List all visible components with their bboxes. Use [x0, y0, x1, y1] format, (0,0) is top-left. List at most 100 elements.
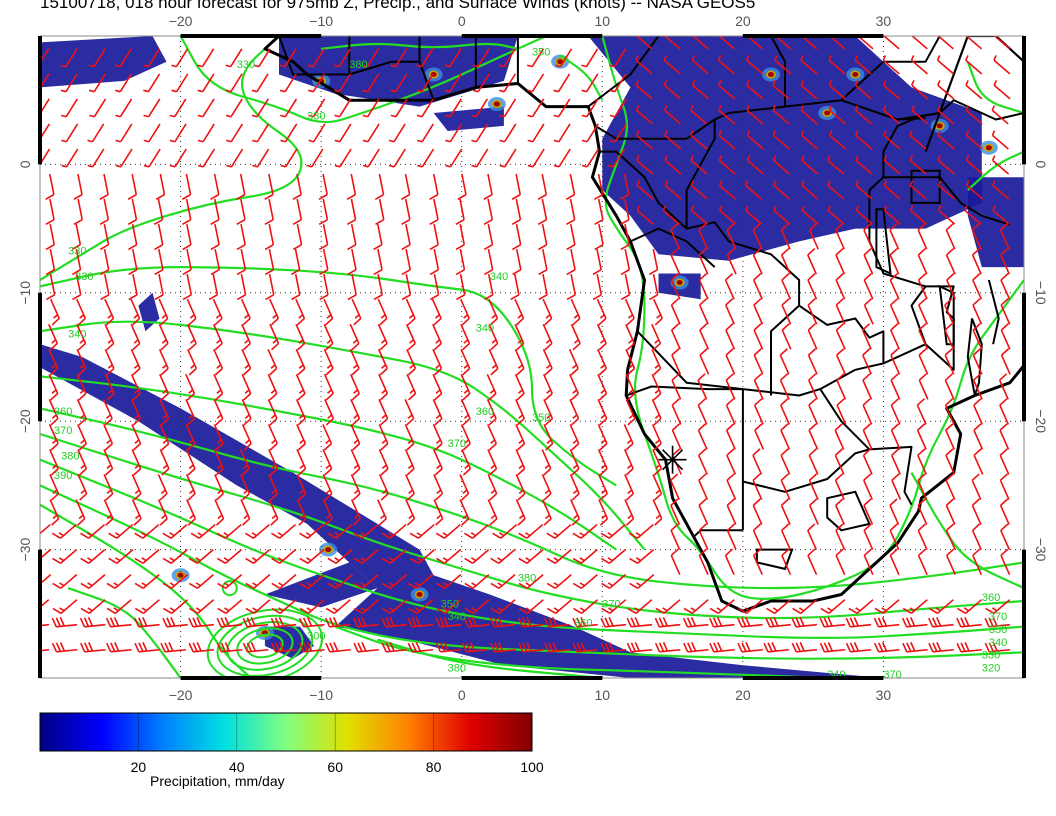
wind-barb	[708, 617, 735, 628]
wind-barb	[239, 449, 250, 476]
wind-barb	[792, 599, 818, 615]
contour-label: 360	[476, 406, 494, 418]
wind-barb	[698, 273, 709, 300]
wind-barb	[515, 474, 526, 501]
wind-barb	[213, 374, 224, 401]
contour-label: 350	[989, 624, 1007, 636]
wind-barb	[971, 523, 982, 550]
wind-barb	[325, 642, 351, 653]
wind-barb	[182, 248, 192, 276]
wind-barb	[115, 73, 133, 93]
wind-barb	[103, 449, 114, 476]
wind-barb	[807, 548, 818, 575]
wind-barb	[514, 374, 525, 401]
wind-barb	[683, 599, 709, 615]
wind-barb	[834, 473, 845, 500]
wind-barb	[718, 36, 735, 50]
wind-barb	[71, 223, 82, 251]
precip-cell-peak	[936, 123, 943, 129]
wind-barb	[725, 298, 735, 325]
wind-barb	[134, 599, 160, 615]
wind-barb	[210, 223, 220, 251]
wind-barb	[269, 298, 280, 326]
wind-barb	[40, 48, 50, 65]
wind-barb	[598, 474, 608, 501]
wind-barb	[241, 374, 252, 401]
wind-barb	[625, 323, 636, 351]
wind-barb	[461, 449, 472, 476]
wind-barb	[918, 298, 929, 325]
lon-tick-label-top: −20	[169, 13, 193, 29]
precip-area	[967, 177, 1024, 268]
wind-barb	[518, 642, 544, 653]
wind-barb	[48, 399, 59, 426]
wind-barb	[553, 73, 571, 93]
wind-barb	[87, 148, 105, 168]
wind-barb	[264, 198, 274, 226]
wind-barb	[527, 98, 545, 118]
wind-barb	[405, 298, 416, 326]
wind-barb	[566, 248, 576, 276]
wind-barb	[752, 548, 763, 575]
wind-barb	[75, 499, 86, 526]
wind-barb	[115, 123, 133, 143]
wind-barb	[973, 423, 984, 450]
wind-barb	[546, 523, 572, 539]
wind-barb	[157, 474, 168, 501]
wind-barb	[131, 399, 142, 426]
wind-barb	[511, 173, 522, 201]
wind-barb	[801, 180, 819, 200]
wind-barb	[171, 73, 189, 93]
height-contour	[334, 625, 828, 678]
wind-barb	[187, 348, 198, 376]
wind-barb	[726, 523, 737, 550]
wind-barb	[670, 548, 681, 575]
wind-barb	[353, 574, 379, 589]
wind-barb	[780, 523, 791, 550]
wind-barb	[319, 248, 329, 276]
wind-barb	[698, 298, 709, 325]
coastlines-and-borders	[263, 36, 1024, 613]
wind-barb	[971, 248, 982, 275]
lon-tick-label-top: 30	[876, 13, 892, 29]
wind-barb	[698, 548, 709, 575]
wind-barb	[1000, 548, 1011, 575]
wind-barb	[670, 498, 681, 525]
wind-barb	[965, 36, 983, 50]
wind-barb	[106, 642, 132, 653]
wind-barb	[185, 449, 196, 476]
wind-barb	[718, 130, 736, 150]
wind-barb	[213, 399, 224, 426]
wind-barb	[487, 424, 498, 451]
wind-barb	[48, 348, 59, 376]
country-border	[587, 36, 660, 108]
wind-barb	[353, 523, 379, 539]
lat-tick-label-right: −10	[1033, 281, 1049, 305]
wind-barb	[737, 599, 763, 615]
lat-tick-label-left: −10	[17, 281, 33, 305]
wind-barb	[404, 474, 415, 501]
wind-barb	[455, 223, 466, 251]
wind-barb	[890, 348, 901, 375]
wind-barb	[401, 223, 411, 251]
wind-barb	[800, 105, 818, 125]
wind-barb	[620, 223, 630, 251]
wind-barb	[553, 148, 571, 168]
wind-barb	[807, 323, 818, 350]
contour-label: 370	[448, 438, 466, 450]
wind-barb	[299, 548, 325, 564]
wind-barb	[699, 348, 710, 375]
wind-barb	[102, 399, 113, 426]
wind-barb	[251, 73, 269, 93]
wind-barb	[911, 80, 929, 100]
wind-barb	[381, 642, 408, 653]
wind-barb	[670, 523, 681, 550]
wind-barb	[690, 155, 708, 175]
wind-barb	[569, 449, 580, 476]
contour-label: 370	[602, 598, 620, 610]
wind-barb	[772, 180, 791, 200]
country-border	[819, 388, 871, 451]
wind-barb	[546, 574, 572, 589]
wind-barb	[624, 474, 635, 501]
wind-barb	[629, 548, 655, 564]
